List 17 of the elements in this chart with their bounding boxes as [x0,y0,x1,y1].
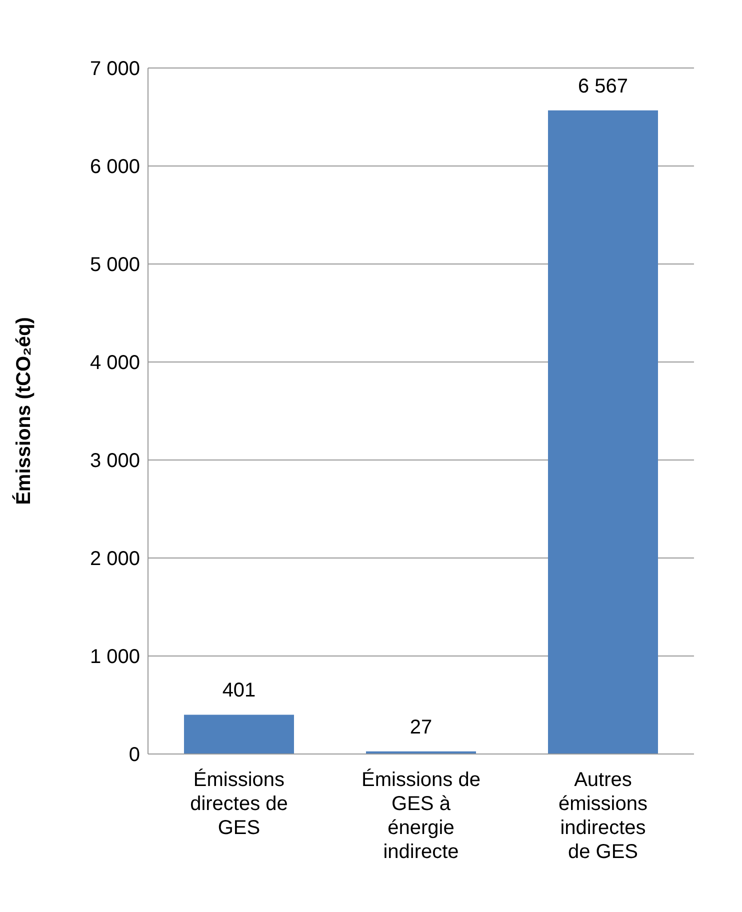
y-tick-label: 2 000 [90,548,140,570]
data-label: 6 567 [578,75,628,98]
x-tick-label: Émissions de GES à énergie indirecte [362,768,480,863]
y-tick-label: 5 000 [90,254,140,276]
y-tick-label: 4 000 [90,352,140,374]
y-tick-label: 7 000 [90,58,140,80]
data-label: 401 [222,680,256,702]
data-label: 27 [410,716,432,738]
y-tick-label: 3 000 [90,450,140,472]
bar [184,714,294,754]
x-tick-label: Autres émissions indirectes de GES [558,769,648,863]
y-axis-title: Émissions (tCO₂éq) [12,317,35,505]
y-tick-label: 6 000 [90,156,140,178]
y-tick-label: 1 000 [90,646,140,668]
y-tick-label: 0 [128,744,140,766]
bar [548,110,658,754]
x-tick-label: Émissions directes de GES [190,768,288,839]
